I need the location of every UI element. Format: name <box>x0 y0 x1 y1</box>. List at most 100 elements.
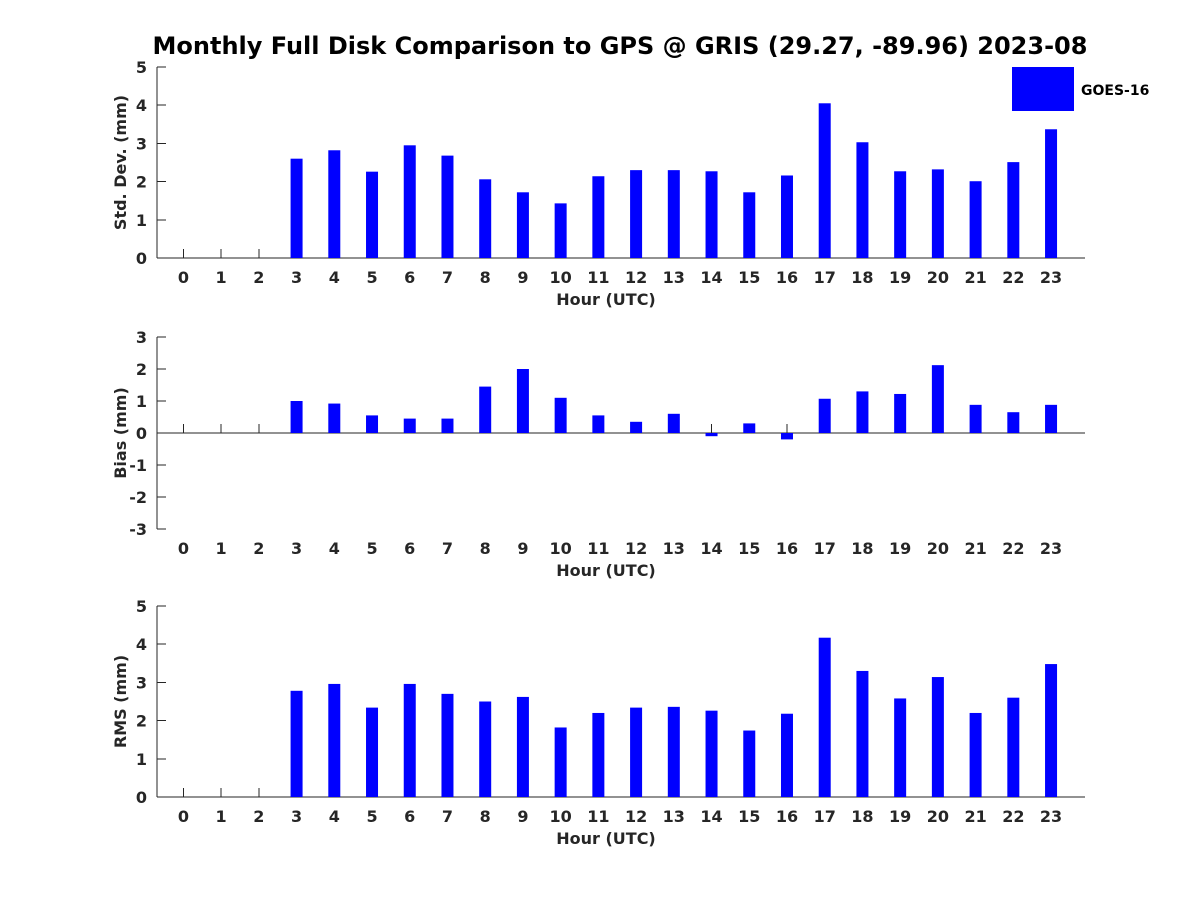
x-tick-label: 1 <box>216 807 227 826</box>
bar-hour-20 <box>931 169 944 258</box>
bar-hour-18 <box>856 391 869 433</box>
x-tick-label: 18 <box>851 268 873 287</box>
bar-hour-12 <box>630 421 643 433</box>
x-tick-label: 19 <box>889 539 911 558</box>
x-tick-label: 15 <box>738 268 760 287</box>
y-axis-label: RMS (mm) <box>111 655 130 748</box>
y-tick-label: -2 <box>129 488 147 507</box>
bar-hour-8 <box>479 179 492 258</box>
x-tick-label: 15 <box>738 807 760 826</box>
bar-hour-14 <box>705 710 718 797</box>
y-tick-label: 0 <box>136 249 147 268</box>
bar-hour-7 <box>441 155 454 258</box>
bar-hour-17 <box>818 103 831 258</box>
x-tick-label: 16 <box>776 268 798 287</box>
x-tick-label: 11 <box>587 268 609 287</box>
x-tick-label: 18 <box>851 539 873 558</box>
bar-hour-23 <box>1045 129 1058 258</box>
bar-hour-21 <box>969 404 982 433</box>
bar-hour-3 <box>290 158 303 258</box>
x-tick-label: 12 <box>625 539 647 558</box>
x-tick-label: 20 <box>927 807 949 826</box>
x-tick-label: 17 <box>814 268 836 287</box>
legend-swatch-goes-16 <box>1012 67 1074 111</box>
y-tick-label: -3 <box>129 520 147 539</box>
bar-hour-15 <box>743 192 756 258</box>
x-tick-label: 10 <box>550 539 572 558</box>
x-tick-label: 7 <box>442 807 453 826</box>
x-tick-label: 22 <box>1002 539 1024 558</box>
x-tick-label: 15 <box>738 539 760 558</box>
x-tick-label: 8 <box>480 268 491 287</box>
bar-hour-6 <box>403 418 416 433</box>
bar-hour-19 <box>894 171 907 258</box>
x-tick-label: 17 <box>814 807 836 826</box>
x-tick-label: 14 <box>700 807 722 826</box>
x-tick-label: 9 <box>517 539 528 558</box>
bar-hour-11 <box>592 176 605 258</box>
y-tick-label: 0 <box>136 424 147 443</box>
bar-hour-19 <box>894 393 907 433</box>
x-tick-label: 6 <box>404 539 415 558</box>
bar-hour-20 <box>931 677 944 797</box>
x-tick-label: 11 <box>587 807 609 826</box>
bar-hour-22 <box>1007 412 1020 433</box>
bar-hour-16 <box>780 713 793 797</box>
x-tick-label: 11 <box>587 539 609 558</box>
chart-title: Monthly Full Disk Comparison to GPS @ GR… <box>153 32 1088 60</box>
y-tick-label: 0 <box>136 788 147 807</box>
y-tick-label: 2 <box>136 173 147 192</box>
x-tick-label: 22 <box>1002 268 1024 287</box>
bar-hour-10 <box>554 203 567 258</box>
bar-hour-9 <box>516 696 529 797</box>
x-tick-label: 6 <box>404 268 415 287</box>
x-tick-label: 3 <box>291 807 302 826</box>
bar-hour-20 <box>931 365 944 433</box>
bar-hour-21 <box>969 181 982 258</box>
bar-hour-4 <box>328 403 341 433</box>
x-tick-label: 3 <box>291 539 302 558</box>
bar-hour-19 <box>894 698 907 797</box>
y-tick-label: 4 <box>136 635 147 654</box>
x-tick-label: 13 <box>663 807 685 826</box>
x-tick-label: 2 <box>253 807 264 826</box>
x-tick-label: 21 <box>964 807 986 826</box>
x-tick-label: 14 <box>700 539 722 558</box>
x-tick-label: 9 <box>517 268 528 287</box>
bar-hour-7 <box>441 418 454 433</box>
bar-hour-16 <box>780 433 793 440</box>
x-tick-label: 17 <box>814 539 836 558</box>
bar-hour-3 <box>290 401 303 433</box>
x-tick-label: 9 <box>517 807 528 826</box>
bar-hour-13 <box>667 170 680 258</box>
y-tick-label: 1 <box>136 211 147 230</box>
bar-hour-5 <box>366 415 379 433</box>
bar-hour-4 <box>328 150 341 258</box>
x-tick-label: 20 <box>927 539 949 558</box>
x-tick-label: 7 <box>442 268 453 287</box>
y-tick-label: 2 <box>136 712 147 731</box>
bar-hour-9 <box>516 192 529 258</box>
bar-hour-16 <box>780 175 793 258</box>
bar-hour-18 <box>856 670 869 797</box>
bar-hour-14 <box>705 171 718 258</box>
bar-hour-7 <box>441 693 454 797</box>
x-tick-label: 12 <box>625 268 647 287</box>
bar-hour-15 <box>743 423 756 433</box>
bar-hour-22 <box>1007 162 1020 258</box>
x-tick-label: 20 <box>927 268 949 287</box>
x-tick-label: 23 <box>1040 539 1062 558</box>
y-tick-label: 5 <box>136 58 147 77</box>
y-tick-label: 2 <box>136 360 147 379</box>
bar-hour-6 <box>403 145 416 258</box>
x-tick-label: 16 <box>776 539 798 558</box>
x-tick-label: 4 <box>329 539 340 558</box>
bar-hour-10 <box>554 727 567 797</box>
bar-hour-14 <box>705 433 718 437</box>
bar-hour-9 <box>516 369 529 433</box>
